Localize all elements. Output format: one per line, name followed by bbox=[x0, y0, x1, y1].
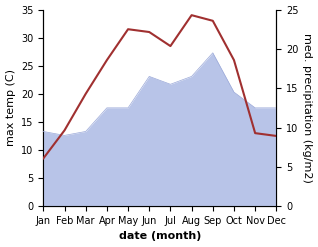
Y-axis label: max temp (C): max temp (C) bbox=[5, 69, 16, 146]
Y-axis label: med. precipitation (kg/m2): med. precipitation (kg/m2) bbox=[302, 33, 313, 183]
X-axis label: date (month): date (month) bbox=[119, 231, 201, 242]
